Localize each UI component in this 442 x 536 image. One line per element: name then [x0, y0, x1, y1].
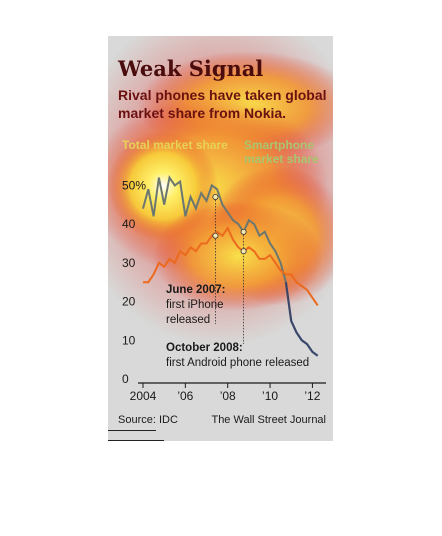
- y-tick-label: 10: [122, 333, 136, 347]
- x-tick-label: ’06: [177, 389, 193, 403]
- annotation-marker-iphone-smartphone: [212, 193, 219, 200]
- y-tick-label: 20: [122, 295, 136, 309]
- source-note: Source: IDC: [118, 414, 178, 426]
- series-line-smartphone-market-share: [142, 175, 287, 283]
- x-tick-label: 2004: [130, 389, 157, 403]
- annotation-marker-iphone-total: [212, 232, 219, 239]
- divider-rule: [108, 430, 156, 431]
- credit-note: The Wall Street Journal: [211, 414, 326, 426]
- chart-panel: Weak Signal Rival phones have taken glob…: [108, 36, 333, 441]
- x-tick-label: ’08: [220, 389, 236, 403]
- x-tick-label: ’12: [304, 389, 320, 403]
- annotation-android-date: October 2008:: [166, 342, 243, 354]
- divider-rule: [108, 440, 164, 441]
- chart-title: Weak Signal: [118, 56, 264, 81]
- series-line-total-market-share: [143, 225, 319, 306]
- line-chart: 0 10 20 30 40 50% 2004 ’06 ’08 ’10 ’12 June 2007: fi…: [122, 175, 326, 403]
- legend-total-market-share: Total market share: [122, 138, 228, 152]
- y-tick-label: 50%: [122, 178, 146, 192]
- x-tick-label: ’10: [262, 389, 278, 403]
- annotation-iphone-text: released: [166, 314, 210, 326]
- y-tick-label: 0: [122, 372, 129, 386]
- chart-subtitle: Rival phones have taken global market sh…: [118, 87, 327, 121]
- annotation-marker-android-smartphone: [240, 228, 247, 235]
- legend-smartphone-market-share: Smartphone market share: [244, 138, 319, 166]
- y-tick-label: 40: [122, 217, 136, 231]
- annotation-marker-android-total: [240, 248, 247, 255]
- y-tick-label: 30: [122, 256, 136, 270]
- annotation-iphone-text: first iPhone: [166, 299, 224, 311]
- annotation-iphone-date: June 2007:: [166, 284, 225, 296]
- series-line-smartphone-market-share-late: [284, 282, 319, 357]
- annotation-android-text: first Android phone released: [166, 357, 309, 369]
